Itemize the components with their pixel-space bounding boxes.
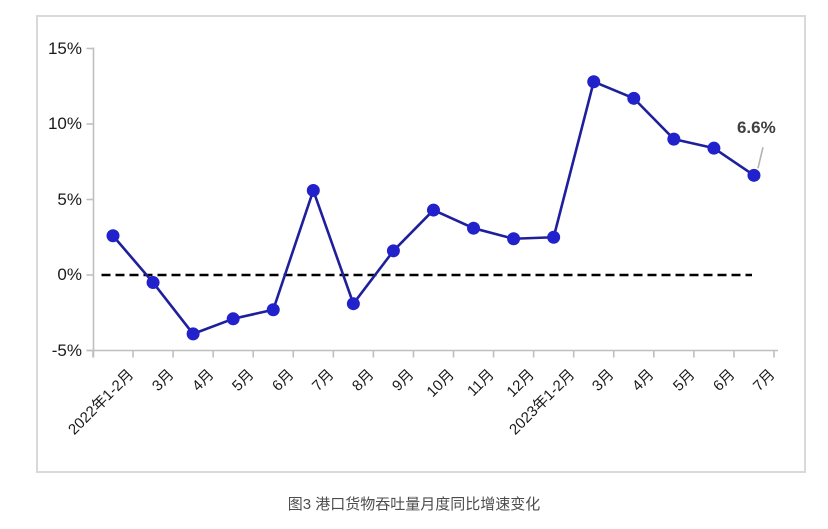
- annotation-leader-line: [757, 147, 764, 169]
- data-point-marker: [306, 183, 320, 197]
- data-point-marker: [186, 327, 200, 341]
- y-tick-label: 0%: [57, 265, 82, 284]
- chart-caption: 图3 港口货物吞吐量月度同比增速变化: [287, 496, 541, 513]
- data-point-marker: [667, 132, 681, 146]
- data-point-marker: [507, 232, 521, 246]
- data-point-marker: [467, 221, 481, 235]
- data-point-marker: [587, 75, 601, 89]
- data-point-marker: [386, 244, 400, 258]
- data-point-marker: [627, 91, 641, 105]
- data-point-marker: [266, 303, 280, 317]
- chart-area: 15% 10% 5% 0% -5% 2022年1-2月 3月 4月 5月 6月 7月 8月 9月 10月…: [36, 15, 806, 473]
- y-tick-label: 15%: [47, 38, 82, 58]
- data-point-marker: [747, 168, 761, 182]
- data-point-marker: [707, 141, 721, 155]
- line-plot: [86, 47, 778, 358]
- data-point-marker: [346, 297, 360, 311]
- data-point-marker: [146, 276, 160, 290]
- data-point-marker: [226, 312, 240, 326]
- y-tick-label: 5%: [57, 189, 82, 209]
- data-point-marker: [106, 229, 120, 243]
- data-point-label: 6.6%: [736, 118, 776, 137]
- y-tick-label: -5%: [51, 340, 82, 360]
- y-tick-label: 10%: [47, 114, 82, 133]
- data-point-marker: [426, 203, 440, 217]
- data-point-marker: [547, 230, 561, 244]
